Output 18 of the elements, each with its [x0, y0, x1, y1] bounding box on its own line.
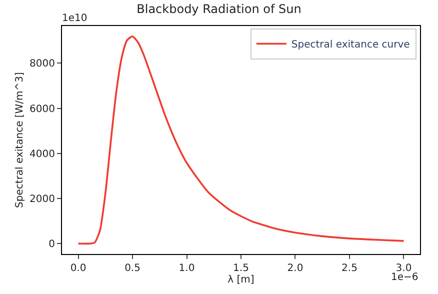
y-tick-label: 4000 — [30, 148, 55, 160]
x-tick-label: 0.5 — [124, 263, 140, 274]
y-tick-label: 2000 — [30, 194, 55, 206]
text: 1e10 — [62, 13, 88, 24]
x-tick-label: 2.5 — [342, 263, 358, 274]
chart-title: Blackbody Radiation of Sun — [136, 2, 302, 16]
x-tick-label: 2.0 — [287, 263, 304, 274]
y-axis-title: Spectral exitance [W/m^3] — [14, 72, 26, 208]
x-tick-label: 3.0 — [396, 263, 412, 274]
y-tick-label: 0 — [48, 239, 55, 250]
x-tick-label: 0.0 — [70, 263, 86, 274]
x-axis-title: λ [m] — [228, 274, 254, 286]
text: 1e−6 — [391, 272, 418, 283]
x-tick-label: 1.5 — [233, 263, 249, 274]
x-tick-label: 1.0 — [178, 263, 195, 274]
y-tick-label: 6000 — [30, 104, 55, 115]
legend-label: Spectral exitance curve — [291, 40, 410, 51]
y-tick-label: 8000 — [30, 58, 55, 70]
